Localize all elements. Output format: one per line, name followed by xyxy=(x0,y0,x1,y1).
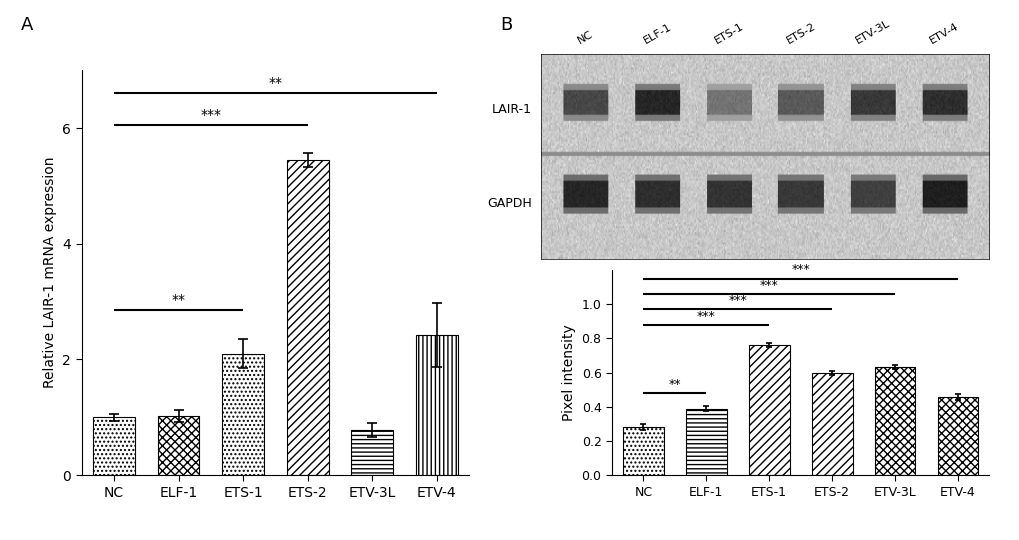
Text: ETS-2: ETS-2 xyxy=(784,21,816,46)
Bar xyxy=(748,345,789,475)
Text: ***: *** xyxy=(791,264,809,276)
Text: ***: *** xyxy=(759,279,777,292)
Bar xyxy=(286,160,328,475)
Text: LAIR-1: LAIR-1 xyxy=(491,103,531,116)
Text: ETS-1: ETS-1 xyxy=(712,21,745,46)
Bar xyxy=(811,373,852,475)
Text: ***: *** xyxy=(200,109,221,122)
Text: GAPDH: GAPDH xyxy=(486,197,531,210)
Text: A: A xyxy=(20,16,33,34)
Bar xyxy=(222,354,264,475)
Y-axis label: Relative LAIR-1 mRNA expression: Relative LAIR-1 mRNA expression xyxy=(43,157,57,388)
Y-axis label: Pixel intensity: Pixel intensity xyxy=(561,324,576,421)
Bar xyxy=(157,416,200,475)
Text: ***: *** xyxy=(696,309,715,323)
Text: ***: *** xyxy=(728,294,747,307)
Bar xyxy=(936,397,977,475)
Bar xyxy=(93,417,135,475)
Text: **: ** xyxy=(668,378,681,391)
Text: **: ** xyxy=(268,77,282,91)
Bar xyxy=(873,367,915,475)
Text: ETV-4: ETV-4 xyxy=(927,21,960,46)
Bar xyxy=(685,408,727,475)
Text: B: B xyxy=(499,16,512,34)
Text: ELF-1: ELF-1 xyxy=(641,22,673,46)
Text: **: ** xyxy=(171,293,185,307)
Bar xyxy=(351,430,393,475)
Text: NC: NC xyxy=(576,29,594,46)
Bar xyxy=(416,335,458,475)
Bar xyxy=(623,427,663,475)
Text: ETV-3L: ETV-3L xyxy=(853,18,891,46)
